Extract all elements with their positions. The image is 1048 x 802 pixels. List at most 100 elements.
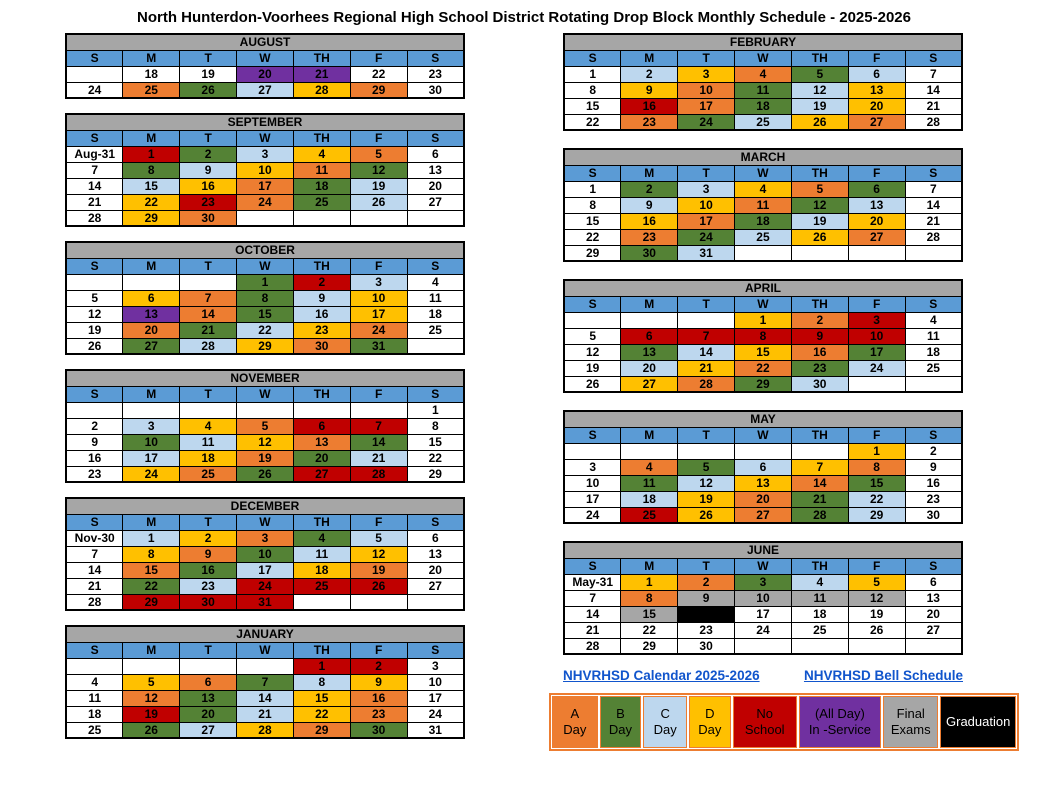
date-cell (122, 657, 181, 675)
day-header-cell: S (65, 49, 124, 67)
date-cell: 2 (65, 417, 124, 435)
legend-a-day: A Day (552, 696, 598, 748)
date-cell: 22 (349, 65, 408, 83)
date-cell: 9 (620, 81, 679, 99)
date-cell: 24 (236, 577, 294, 595)
date-cell: 21 (563, 621, 622, 639)
date-cell: 22 (620, 621, 679, 639)
legend-graduation: Graduation (940, 696, 1016, 748)
date-cell: 28 (904, 228, 963, 246)
date-cell: 14 (236, 689, 294, 707)
date-cell: 15 (734, 343, 792, 361)
date-cell: 23 (349, 705, 408, 723)
date-cell: 21 (65, 193, 124, 211)
date-cell: 25 (292, 193, 351, 211)
date-cell: 7 (236, 673, 294, 691)
date-cell: 16 (677, 605, 736, 623)
date-cell (677, 311, 736, 329)
date-cell: 18 (292, 561, 351, 579)
date-cell: 4 (734, 180, 792, 198)
bell-schedule-link[interactable]: NHVRHSD Bell Schedule (803, 668, 963, 683)
date-cell: 16 (904, 474, 963, 492)
day-header-cell: T (179, 49, 238, 67)
date-cell: 24 (677, 113, 736, 131)
date-cell (349, 401, 408, 419)
month-title: AUGUST (65, 33, 465, 51)
date-cell (847, 637, 906, 655)
day-header-cell: M (620, 295, 679, 313)
date-cell: 3 (677, 65, 736, 83)
date-cell: 5 (236, 417, 294, 435)
date-cell: 5 (563, 327, 622, 345)
date-cell: 1 (406, 401, 465, 419)
date-cell: 19 (349, 561, 408, 579)
date-cell: 25 (734, 228, 792, 246)
month-table-january: JANUARY S M T W TH F S 1 2 3 4 5 6 7 8 9 10 11 12 13 14 15 16 17… (65, 625, 465, 739)
date-cell: 3 (734, 573, 792, 591)
day-header-cell: S (406, 385, 465, 403)
day-header-cell: T (179, 513, 238, 531)
date-cell: 26 (790, 113, 849, 131)
date-cell: 7 (65, 545, 124, 563)
date-cell: 2 (620, 180, 679, 198)
date-cell: 9 (179, 545, 238, 563)
date-cell: 3 (677, 180, 736, 198)
date-cell: 25 (790, 621, 849, 639)
date-cell: 16 (620, 212, 679, 230)
day-header-cell: TH (790, 295, 849, 313)
date-cell: 19 (847, 605, 906, 623)
date-cell (847, 244, 906, 262)
date-cell: 3 (563, 458, 622, 476)
date-cell: 11 (292, 161, 351, 179)
date-cell: 25 (620, 506, 679, 524)
date-cell: 17 (847, 343, 906, 361)
date-cell: 21 (677, 359, 736, 377)
date-cell: 30 (406, 81, 465, 99)
date-cell (563, 311, 622, 329)
date-cell: 29 (122, 593, 181, 611)
date-cell: 2 (790, 311, 849, 329)
month-table-december: DECEMBER S M T W TH F S Nov-30 1 2 3 4 5 6 7 8 9 10 11 12 13 1… (65, 497, 465, 611)
date-cell (563, 442, 622, 460)
day-header-cell: T (179, 385, 238, 403)
date-cell: 10 (236, 545, 294, 563)
date-cell: 2 (620, 65, 679, 83)
day-header-cell: W (236, 641, 294, 659)
date-cell: 13 (847, 81, 906, 99)
date-cell (349, 593, 408, 611)
date-cell: May-31 (563, 573, 622, 591)
date-cell: 3 (847, 311, 906, 329)
date-cell: 25 (122, 81, 181, 99)
day-header-cell: S (563, 164, 622, 182)
page-title: North Hunterdon-Voorhees Regional High S… (137, 9, 911, 26)
date-cell: 15 (620, 605, 679, 623)
date-cell: 27 (847, 113, 906, 131)
date-cell: 20 (292, 449, 351, 467)
day-header-cell: TH (790, 49, 849, 67)
day-header-cell: S (563, 49, 622, 67)
date-cell: 18 (292, 177, 351, 195)
date-cell: 14 (904, 81, 963, 99)
month-table-june: JUNE S M T W TH F S May-31 1 2 3 4 5 6 7 8 9 10 11 12 13 14 15 1… (563, 541, 963, 655)
date-cell: 12 (847, 589, 906, 607)
date-cell: 13 (406, 545, 465, 563)
calendar-link[interactable]: NHVRHSD Calendar 2025-2026 (563, 668, 760, 683)
date-cell: 25 (179, 465, 238, 483)
day-header-cell: S (406, 513, 465, 531)
day-header-cell: W (236, 385, 294, 403)
date-cell: 15 (236, 305, 294, 323)
date-cell: 26 (179, 81, 238, 99)
date-cell: 9 (620, 196, 679, 214)
date-cell (734, 442, 792, 460)
date-cell: 26 (847, 621, 906, 639)
date-cell: 2 (179, 529, 238, 547)
date-cell: 26 (349, 193, 408, 211)
date-cell: 4 (790, 573, 849, 591)
day-header-cell: TH (292, 257, 351, 275)
day-header-cell: S (65, 513, 124, 531)
day-header-cell: M (122, 129, 181, 147)
date-cell (620, 311, 679, 329)
date-cell: 8 (563, 196, 622, 214)
date-cell: 25 (904, 359, 963, 377)
date-cell (122, 273, 181, 291)
